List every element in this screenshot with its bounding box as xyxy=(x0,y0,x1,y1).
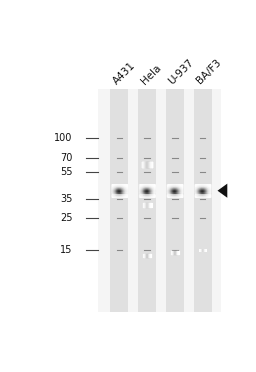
Text: 35: 35 xyxy=(60,193,73,203)
Bar xyxy=(99,89,221,312)
Text: 25: 25 xyxy=(60,212,73,222)
Text: 55: 55 xyxy=(60,167,73,177)
Text: 70: 70 xyxy=(60,153,73,163)
Bar xyxy=(138,89,156,312)
Bar xyxy=(110,89,128,312)
Bar xyxy=(166,89,184,312)
Bar xyxy=(194,89,211,312)
Polygon shape xyxy=(218,184,227,198)
Text: BA/F3: BA/F3 xyxy=(195,58,223,86)
Text: U-937: U-937 xyxy=(167,57,196,86)
Text: A431: A431 xyxy=(111,60,137,86)
Text: 100: 100 xyxy=(54,133,73,143)
Text: 15: 15 xyxy=(60,245,73,255)
Text: Hela: Hela xyxy=(139,62,163,86)
